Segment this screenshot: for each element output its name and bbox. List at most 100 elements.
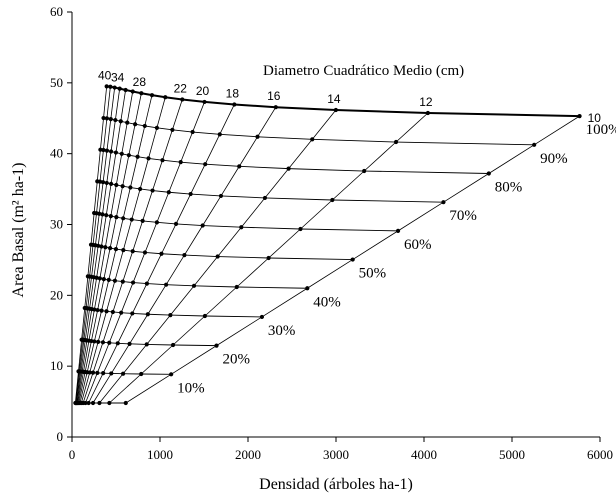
marker xyxy=(154,220,159,225)
x-tick-label: 6000 xyxy=(587,447,613,462)
marker xyxy=(160,158,165,163)
marker xyxy=(108,84,113,89)
marker xyxy=(273,105,278,110)
marker xyxy=(108,214,113,219)
marker xyxy=(104,116,110,121)
marker xyxy=(98,147,103,152)
marker xyxy=(305,286,310,291)
marker xyxy=(130,280,136,285)
marker xyxy=(97,400,102,406)
marker xyxy=(330,197,335,203)
marker xyxy=(150,188,155,193)
pct-label-30: 30% xyxy=(268,323,296,339)
marker xyxy=(237,164,242,169)
marker xyxy=(182,252,187,258)
y-tick-label: 20 xyxy=(50,287,63,302)
x-tick-label: 3000 xyxy=(323,447,349,462)
marker xyxy=(144,342,149,347)
pct-labels: 10% 20% 30% 40% 50% 60% 70% 80% 90% 100% xyxy=(177,122,616,396)
marker xyxy=(113,246,119,252)
marker xyxy=(90,400,96,406)
marker xyxy=(170,342,176,348)
marker xyxy=(154,125,160,130)
marker xyxy=(159,251,164,256)
dq-labels: 40 34 28 22 20 18 16 14 12 10 xyxy=(98,68,601,125)
pct-label-10: 10% xyxy=(177,380,205,396)
marker xyxy=(96,339,101,344)
marker xyxy=(133,122,138,127)
marker xyxy=(286,166,291,171)
plot-lines xyxy=(74,85,580,404)
marker xyxy=(169,372,174,377)
y-tick-label: 40 xyxy=(50,146,63,161)
marker xyxy=(101,115,106,121)
marker xyxy=(127,341,132,346)
marker xyxy=(86,400,91,406)
marker xyxy=(190,129,195,135)
sdi-line-90 xyxy=(103,117,535,146)
markers xyxy=(73,84,582,406)
marker xyxy=(218,193,224,199)
marker xyxy=(173,221,179,226)
marker xyxy=(232,102,237,107)
sdi-line-80 xyxy=(100,149,489,174)
pct-label-100: 100% xyxy=(586,122,616,138)
marker xyxy=(266,255,271,261)
marker xyxy=(140,218,145,224)
marker xyxy=(362,168,367,174)
marker xyxy=(395,228,401,233)
marker xyxy=(126,153,131,158)
marker xyxy=(333,107,338,113)
marker xyxy=(164,282,169,287)
pct-label-20: 20% xyxy=(223,352,251,368)
marker xyxy=(486,171,491,176)
marker xyxy=(101,276,106,282)
marker xyxy=(142,123,147,129)
marker xyxy=(97,179,103,184)
y-tick-label: 10 xyxy=(50,358,63,373)
marker xyxy=(163,95,168,100)
marker xyxy=(101,180,106,185)
marker xyxy=(214,343,219,348)
marker xyxy=(200,223,205,228)
marker xyxy=(108,149,114,154)
marker xyxy=(123,87,128,93)
dq-label-10: 10 xyxy=(588,111,602,125)
marker xyxy=(255,134,260,139)
x-axis-title: Densidad (árboles ha-1) xyxy=(259,476,413,493)
marker xyxy=(101,147,106,153)
marker xyxy=(97,211,102,216)
marker xyxy=(107,400,112,406)
marker xyxy=(130,311,135,316)
marker xyxy=(90,370,96,375)
marker xyxy=(94,275,99,280)
sdi-line-50 xyxy=(90,244,353,261)
marker xyxy=(95,307,100,313)
marker xyxy=(101,371,106,376)
marker xyxy=(180,97,185,102)
marker xyxy=(120,371,126,376)
marker xyxy=(202,313,208,319)
pct-label-60: 60% xyxy=(404,237,432,253)
marker xyxy=(425,110,430,116)
pct-label-40: 40% xyxy=(313,294,341,310)
marker xyxy=(170,127,175,132)
marker xyxy=(130,89,135,94)
marker xyxy=(100,212,105,217)
marker xyxy=(114,215,119,220)
dq-label-18: 18 xyxy=(226,86,240,100)
dq-label-16: 16 xyxy=(267,89,281,103)
sdi-line-100 xyxy=(106,85,580,118)
y-tick-label: 50 xyxy=(50,75,63,90)
dq-label-22: 22 xyxy=(174,82,188,96)
sdi-line-60 xyxy=(94,212,399,232)
x-tick-label: 5000 xyxy=(499,447,525,462)
pct-label-50: 50% xyxy=(359,266,387,282)
marker xyxy=(119,151,124,156)
dq-label-34: 34 xyxy=(111,71,125,85)
marker xyxy=(217,132,222,137)
marker xyxy=(121,248,126,253)
y-tick-label: 30 xyxy=(50,217,63,232)
marker xyxy=(239,225,244,230)
marker xyxy=(202,99,207,105)
